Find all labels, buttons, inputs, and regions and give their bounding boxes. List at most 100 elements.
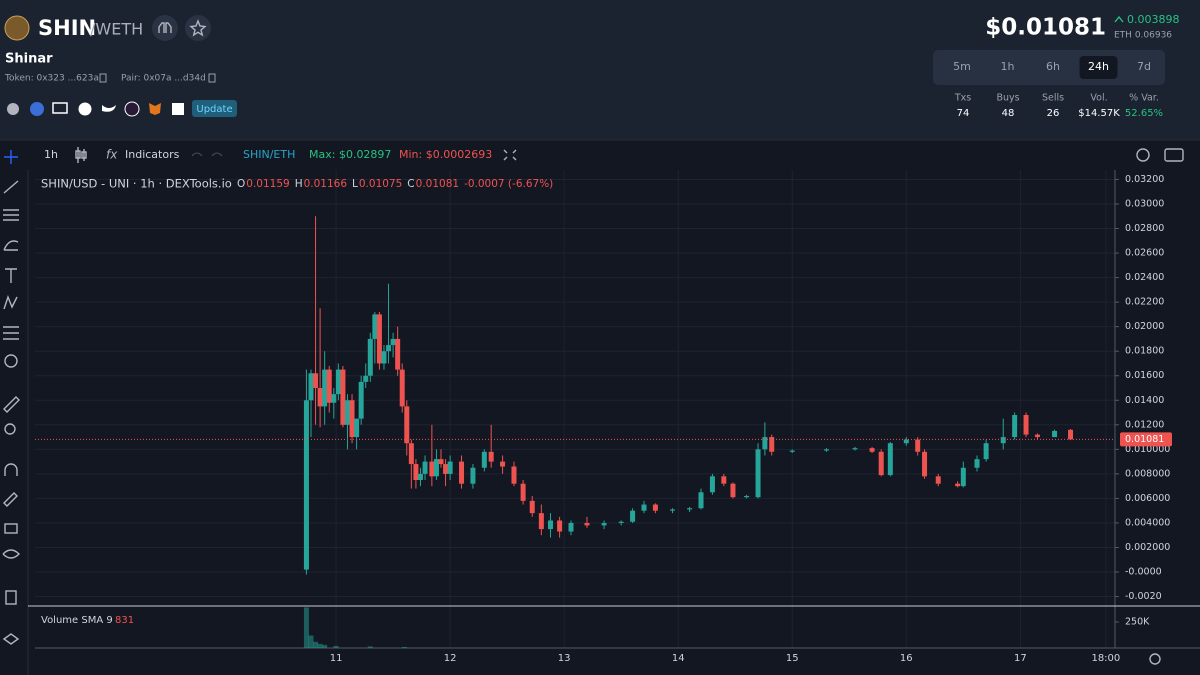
fib-tool[interactable]: [3, 209, 19, 221]
candle-body: [349, 400, 355, 438]
candle-body: [618, 521, 624, 523]
lock-draw-tool[interactable]: [3, 492, 18, 507]
volume-bar: [333, 645, 339, 648]
medium-icon[interactable]: [172, 103, 184, 115]
candle-body: [500, 461, 506, 467]
candle-body: [762, 437, 768, 450]
candle-body: [1012, 414, 1018, 438]
metamask-icon[interactable]: [149, 103, 161, 115]
last-price-badge: [1120, 432, 1172, 447]
volume-bar: [313, 641, 319, 648]
x-tick-label: 14: [672, 653, 685, 664]
timeframe-tab[interactable]: 7d: [1137, 60, 1151, 73]
ohlc-key: H: [295, 178, 303, 190]
settings-icon[interactable]: [1136, 148, 1150, 162]
fx-icon[interactable]: fx: [106, 148, 118, 162]
candle-body: [721, 476, 727, 484]
toolbar-min: Min: $0.0002693: [399, 148, 492, 161]
timeframe-tab[interactable]: 6h: [1046, 60, 1060, 73]
legend-title: SHIN/USD - UNI · 1h · DEXTools.io: [41, 177, 232, 191]
toolbar-pair: SHIN/ETH: [243, 148, 295, 161]
timeframe-tab[interactable]: 24h: [1088, 60, 1109, 73]
candle-body: [1052, 430, 1058, 438]
trash-tool[interactable]: [5, 590, 17, 605]
trendline-tool[interactable]: [3, 180, 19, 194]
chart-bg: [0, 140, 1200, 675]
update-label: Update: [196, 104, 232, 115]
candle-body: [481, 451, 487, 468]
candle-body: [709, 476, 715, 493]
candle-body: [470, 467, 476, 484]
y-tick-label: 0.02600: [1125, 248, 1164, 259]
magnet-tool[interactable]: [4, 463, 18, 476]
indicators[interactable]: Indicators: [125, 148, 180, 161]
volume-bar: [308, 635, 314, 648]
screenshot-icon[interactable]: [1164, 148, 1184, 162]
candle-body: [459, 461, 465, 484]
candle-body: [303, 400, 309, 570]
twitter-icon[interactable]: [102, 105, 116, 112]
timeframe-tab[interactable]: 1h: [1001, 60, 1015, 73]
emoji-tool[interactable]: [4, 354, 18, 368]
candle-body: [887, 443, 893, 476]
ohlc-change: -0.0007 (-6.67%): [464, 178, 553, 190]
candle-body: [755, 449, 761, 498]
candle-body: [367, 338, 373, 376]
share-icon[interactable]: [7, 103, 19, 115]
y-tick-label: -0.0000: [1125, 567, 1162, 578]
brush-tool[interactable]: [3, 240, 19, 251]
y-tick-label: 0.03000: [1125, 198, 1164, 209]
undo-redo[interactable]: [191, 152, 223, 157]
lock-tool[interactable]: [4, 523, 18, 534]
measure-tool[interactable]: [3, 396, 20, 413]
candle-body: [395, 338, 401, 370]
fullscreen-icon[interactable]: [503, 149, 517, 161]
y-tick-label: 0.02200: [1125, 297, 1164, 308]
candle-body: [557, 520, 563, 532]
pattern-tool[interactable]: [3, 294, 18, 310]
layers-tool[interactable]: [2, 633, 20, 645]
y-tick-label: -0.0020: [1125, 591, 1162, 602]
ohlc-legend: O 0.01159 H 0.01166 L 0.01075 C 0.01081 -0.0007 …: [237, 178, 553, 190]
copy-icon[interactable]: [99, 73, 107, 83]
candle-body: [641, 504, 647, 511]
volume-bar: [367, 646, 373, 648]
candle-body: [386, 345, 392, 352]
copy-icon[interactable]: [208, 73, 216, 83]
candle-body: [438, 459, 444, 465]
update-button[interactable]: [192, 100, 237, 117]
telegram-icon[interactable]: [78, 102, 92, 116]
visibility-tool[interactable]: [2, 549, 20, 559]
volume-bar: [402, 646, 408, 648]
favorite-button[interactable]: [185, 15, 211, 41]
crosshair-tool[interactable]: [4, 150, 18, 164]
zoom-tool[interactable]: [4, 423, 16, 435]
candle-body: [443, 464, 449, 474]
timeframe-group: 5m 1h 6h 24h 7d: [953, 56, 1151, 79]
timeframe-tab[interactable]: 5m: [953, 60, 971, 73]
candle-body: [538, 513, 544, 530]
etherscan-icon[interactable]: [124, 101, 140, 117]
candle-body: [376, 314, 382, 364]
text-tool[interactable]: [5, 268, 17, 283]
candle-body: [372, 314, 378, 339]
candle-type-icon[interactable]: [75, 147, 87, 163]
y-tick-label: 0.01200: [1125, 419, 1164, 430]
ohlc-value: 0.01075: [359, 178, 402, 190]
candle-body: [955, 483, 961, 487]
active-tab[interactable]: [1079, 56, 1118, 79]
stat-label: Sells: [1042, 93, 1064, 104]
prediction-tool[interactable]: [3, 326, 19, 340]
up-arrow: [1114, 15, 1124, 23]
candle-body: [878, 451, 884, 476]
website-icon[interactable]: [52, 102, 68, 114]
axis-settings[interactable]: [1149, 653, 1161, 665]
chart-icon[interactable]: [30, 102, 44, 116]
drawing-tools: [2, 150, 20, 645]
binoculars-button[interactable]: [152, 15, 178, 41]
price: $0.01081: [985, 15, 1106, 41]
interval[interactable]: 1h: [44, 148, 58, 161]
token-logo: [4, 15, 30, 41]
token-name: Shinar: [5, 52, 53, 67]
